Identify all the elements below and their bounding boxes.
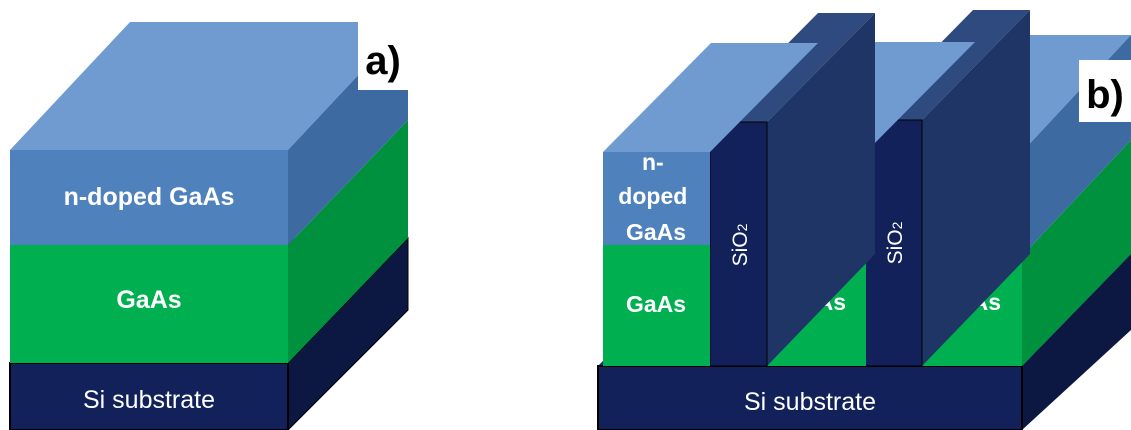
a-ndoped-top xyxy=(10,22,408,150)
a-ndoped-label: n-doped GaAs xyxy=(64,183,235,211)
panel-a: Si substrate GaAs n-doped GaAs a) xyxy=(9,22,409,430)
b-oxide-pillar-1: SiO2 xyxy=(709,13,875,367)
b-substrate-label: Si substrate xyxy=(744,388,876,416)
b-col3-gaas-side xyxy=(1022,140,1131,366)
b-col1-top xyxy=(603,43,818,152)
b-oxide1-side xyxy=(767,13,875,366)
a-substrate-label: Si substrate xyxy=(83,386,215,414)
b-column-1: n- doped GaAs GaAs xyxy=(603,43,818,366)
b-col1-ndoped-label: n- doped GaAs xyxy=(618,149,693,245)
b-substrate-side xyxy=(1022,254,1131,430)
b-col1-ndoped-line2: doped xyxy=(618,183,687,209)
b-oxide1-front xyxy=(709,121,768,367)
b-col1-ndoped-line3: GaAs xyxy=(626,219,686,245)
a-gaas-label: GaAs xyxy=(116,286,181,314)
b-substrate-front xyxy=(597,365,1023,430)
b-oxide1-sub: 2 xyxy=(734,223,750,231)
a-gaas-side xyxy=(288,120,408,363)
b-oxide2-sub: 2 xyxy=(889,221,905,229)
a-letter-box xyxy=(358,22,408,90)
a-substrate-front xyxy=(9,362,289,430)
a-ndoped-front xyxy=(10,150,288,245)
b-col1-ndoped-front xyxy=(603,152,710,245)
b-letter-box xyxy=(1079,60,1131,122)
b-oxide2-label: SiO2 xyxy=(884,221,907,264)
panel-a-letter: a) xyxy=(365,39,401,83)
b-col1-gaas-label: GaAs xyxy=(626,291,686,317)
b-col1-gaas-front xyxy=(603,245,710,366)
b-oxide1-label: SiO2 xyxy=(729,223,752,266)
panel-b: Si substrate n- doped GaAs GaAs SiO2 xyxy=(597,10,1131,430)
a-gaas-front xyxy=(10,245,288,363)
b-oxide2-base: SiO xyxy=(884,229,907,264)
b-oxide1-base: SiO xyxy=(729,231,752,266)
b-oxide2-side xyxy=(922,10,1030,366)
panel-b-letter: b) xyxy=(1086,73,1124,117)
b-col1-ndoped-line1: n- xyxy=(642,149,664,175)
